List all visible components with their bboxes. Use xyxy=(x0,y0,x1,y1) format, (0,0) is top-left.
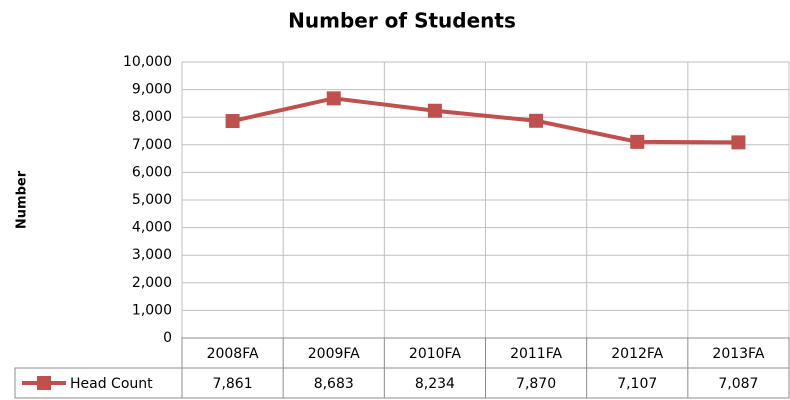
y-tick-label: 4,000 xyxy=(132,220,172,236)
point-marker xyxy=(427,103,442,118)
y-tick-label: 3,000 xyxy=(132,247,172,263)
x-tick-label: 2011FA xyxy=(510,346,562,362)
table-value: 8,234 xyxy=(415,376,455,392)
x-tick-label: 2012FA xyxy=(611,346,663,362)
legend-label: Head Count xyxy=(70,376,153,392)
y-tick-label: 10,000 xyxy=(123,54,172,70)
y-tick-label: 9,000 xyxy=(132,82,172,98)
x-tick-label: 2008FA xyxy=(207,346,259,362)
legend-marker xyxy=(37,376,51,390)
y-tick-label: 6,000 xyxy=(132,164,172,180)
table-value: 7,087 xyxy=(718,376,758,392)
point-marker xyxy=(630,134,645,149)
table-value: 7,861 xyxy=(213,376,253,392)
table-value: 7,870 xyxy=(516,376,556,392)
point-marker xyxy=(529,113,544,128)
y-tick-label: 0 xyxy=(163,330,172,346)
table-data-row xyxy=(14,367,790,399)
x-tick-label: 2013FA xyxy=(712,346,764,362)
y-tick-label: 5,000 xyxy=(132,192,172,208)
x-tick-label: 2010FA xyxy=(409,346,461,362)
table-value: 7,107 xyxy=(617,376,657,392)
point-marker xyxy=(731,135,746,150)
y-tick-label: 7,000 xyxy=(132,137,172,153)
point-marker xyxy=(225,114,240,129)
y-tick-label: 1,000 xyxy=(132,302,172,318)
y-tick-label: 8,000 xyxy=(132,109,172,125)
y-tick-label: 2,000 xyxy=(132,275,172,291)
series-line xyxy=(232,96,739,145)
chart-title: Number of Students xyxy=(288,9,516,33)
x-tick-label: 2009FA xyxy=(308,346,360,362)
y-axis-label: Number xyxy=(15,170,30,229)
table-value: 8,683 xyxy=(314,376,354,392)
point-marker xyxy=(326,91,341,106)
